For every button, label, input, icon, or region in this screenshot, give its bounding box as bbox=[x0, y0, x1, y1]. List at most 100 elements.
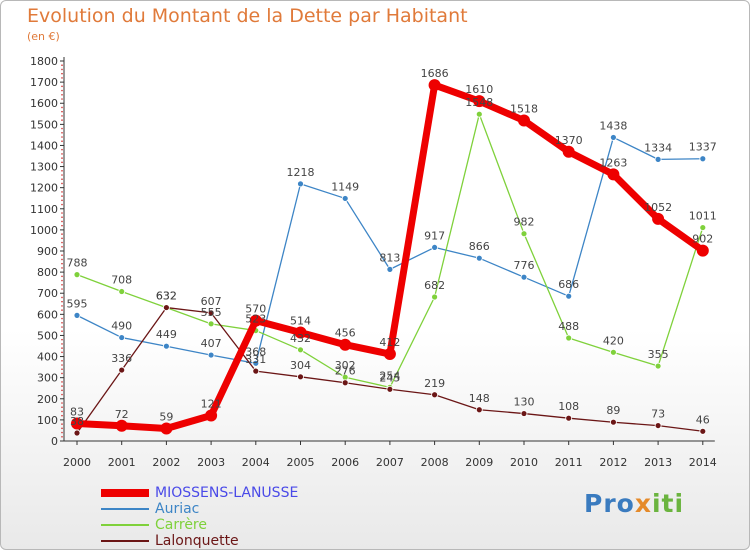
y-minor-tick bbox=[61, 233, 63, 235]
data-point bbox=[297, 180, 304, 188]
y-minor-tick bbox=[61, 275, 63, 278]
y-minor-tick bbox=[61, 359, 63, 362]
data-label: 490 bbox=[111, 320, 132, 333]
data-point bbox=[205, 409, 218, 422]
y-minor-tick bbox=[61, 435, 63, 438]
y-minor-tick bbox=[61, 64, 63, 67]
data-label: 108 bbox=[558, 400, 579, 413]
data-point bbox=[565, 334, 573, 342]
data-label: 813 bbox=[379, 251, 400, 264]
data-label: 902 bbox=[692, 233, 713, 246]
data-point bbox=[475, 110, 483, 118]
data-point bbox=[162, 304, 170, 311]
y-minor-tick bbox=[61, 131, 63, 134]
y-minor-tick bbox=[61, 330, 63, 333]
y-tick-label: 1400 bbox=[30, 139, 58, 152]
data-label: 1518 bbox=[510, 103, 538, 116]
data-point bbox=[118, 366, 126, 374]
y-tick-label: 300 bbox=[37, 372, 58, 385]
data-point bbox=[565, 292, 573, 300]
data-label: 686 bbox=[558, 278, 579, 291]
data-point bbox=[607, 168, 620, 181]
legend-label: MIOSSENS-LANUSSE bbox=[155, 485, 299, 501]
data-label: 788 bbox=[67, 257, 88, 270]
y-minor-tick bbox=[61, 199, 63, 202]
data-label: 46 bbox=[696, 413, 710, 426]
data-point bbox=[654, 155, 662, 163]
x-tick-label: 2009 bbox=[465, 456, 493, 469]
data-label: 682 bbox=[424, 279, 445, 292]
y-tick-label: 1000 bbox=[30, 224, 58, 237]
y-minor-tick bbox=[61, 305, 63, 307]
data-label: 304 bbox=[290, 359, 311, 372]
x-tick-label: 2013 bbox=[644, 456, 672, 469]
y-minor-tick bbox=[61, 402, 63, 404]
x-tick-label: 2011 bbox=[555, 456, 583, 469]
data-point bbox=[386, 265, 394, 273]
data-point bbox=[297, 346, 304, 354]
x-tick-label: 2005 bbox=[287, 456, 315, 469]
data-label: 407 bbox=[201, 337, 222, 350]
legend-label: Carrère bbox=[155, 517, 207, 533]
legend-label: Lalonquette bbox=[155, 533, 239, 549]
y-minor-tick bbox=[61, 182, 63, 185]
x-tick-label: 2010 bbox=[510, 456, 538, 469]
y-minor-tick bbox=[61, 317, 63, 320]
y-minor-tick bbox=[61, 254, 63, 257]
data-label: 523 bbox=[245, 313, 266, 326]
x-tick-label: 2007 bbox=[376, 456, 404, 469]
data-point bbox=[73, 311, 81, 319]
y-minor-tick bbox=[61, 178, 63, 181]
y-minor-tick bbox=[61, 68, 63, 71]
data-label: 488 bbox=[558, 320, 579, 333]
y-tick-label: 1600 bbox=[30, 97, 58, 110]
data-point bbox=[252, 359, 260, 367]
legend-label: Auriac bbox=[155, 501, 200, 517]
y-minor-tick bbox=[61, 224, 63, 227]
y-minor-tick bbox=[61, 389, 63, 392]
data-point bbox=[118, 288, 126, 295]
data-point bbox=[431, 391, 439, 399]
y-minor-tick bbox=[61, 85, 63, 88]
data-point bbox=[252, 367, 260, 375]
y-minor-tick bbox=[61, 157, 63, 159]
legend-swatch bbox=[101, 489, 149, 497]
y-tick-label: 800 bbox=[37, 266, 58, 279]
y-minor-tick bbox=[61, 237, 63, 240]
y-minor-tick bbox=[61, 191, 63, 193]
data-point bbox=[654, 422, 662, 429]
data-point bbox=[383, 348, 396, 361]
y-minor-tick bbox=[61, 245, 63, 248]
y-minor-tick bbox=[61, 406, 63, 409]
y-minor-tick bbox=[61, 338, 63, 341]
data-point bbox=[160, 422, 173, 435]
data-label: 1686 bbox=[421, 67, 449, 80]
data-label: 1052 bbox=[644, 201, 672, 214]
y-minor-tick bbox=[61, 136, 63, 138]
data-label: 866 bbox=[469, 240, 490, 253]
y-tick-label: 1500 bbox=[30, 118, 58, 131]
data-label: 368 bbox=[245, 345, 266, 358]
data-point bbox=[115, 419, 128, 432]
data-point bbox=[652, 212, 665, 225]
legend-swatch bbox=[101, 524, 149, 526]
data-label: 72 bbox=[115, 408, 129, 421]
x-tick-label: 2002 bbox=[152, 456, 180, 469]
data-point bbox=[565, 414, 573, 422]
y-minor-tick bbox=[61, 381, 63, 383]
y-tick-label: 1300 bbox=[30, 161, 58, 174]
data-label: 130 bbox=[514, 396, 535, 409]
x-tick-label: 2012 bbox=[599, 456, 627, 469]
data-label: 432 bbox=[290, 332, 311, 345]
y-minor-tick bbox=[61, 427, 63, 430]
y-minor-tick bbox=[61, 431, 63, 434]
data-point bbox=[699, 427, 707, 435]
y-minor-tick bbox=[61, 127, 63, 130]
y-tick-label: 1800 bbox=[30, 55, 58, 68]
y-minor-tick bbox=[61, 279, 63, 282]
data-label: 73 bbox=[651, 408, 665, 421]
data-label: 632 bbox=[156, 290, 177, 303]
y-minor-tick bbox=[61, 393, 63, 396]
y-tick-label: 200 bbox=[37, 393, 58, 406]
y-tick-label: 900 bbox=[37, 245, 58, 258]
